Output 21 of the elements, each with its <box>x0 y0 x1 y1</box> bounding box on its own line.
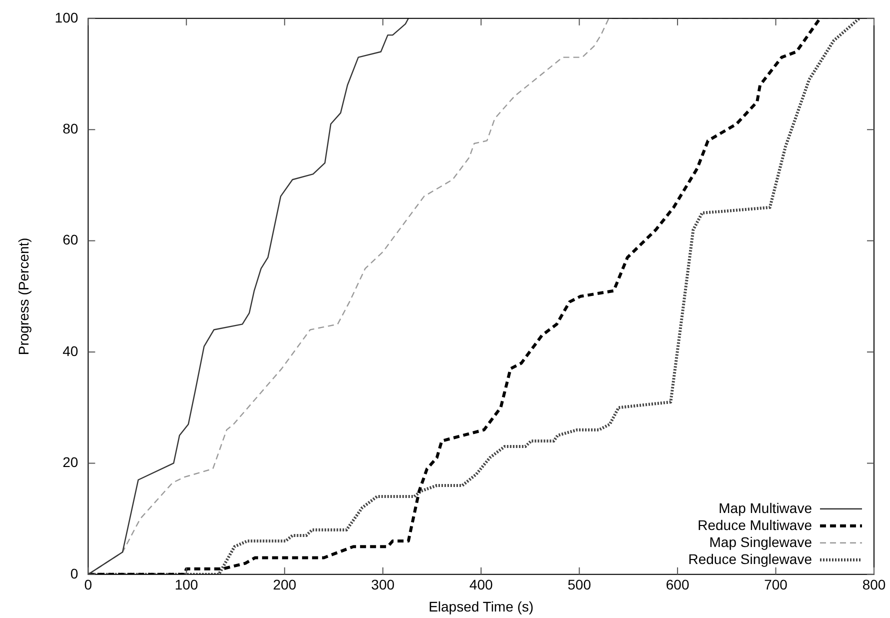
y-tick-label: 100 <box>54 9 78 26</box>
y-tick-label: 0 <box>70 565 78 582</box>
x-tick-label: 100 <box>174 576 198 593</box>
x-tick-label: 600 <box>666 576 690 593</box>
x-tick-label: 500 <box>568 576 592 593</box>
x-tick-label: 400 <box>469 576 493 593</box>
x-tick-label: 300 <box>371 576 395 593</box>
x-axis-title: Elapsed Time (s) <box>428 598 534 614</box>
legend-label: Reduce Singlewave <box>688 550 812 567</box>
legend-label: Reduce Multiwave <box>698 516 812 533</box>
y-tick-label: 40 <box>62 342 78 359</box>
x-tick-label: 800 <box>862 576 886 593</box>
y-tick-label: 20 <box>62 454 78 470</box>
x-tick-label: 700 <box>764 576 788 593</box>
legend-label: Map Singlewave <box>709 534 812 550</box>
legend-label: Map Multiwave <box>718 500 812 516</box>
y-tick-label: 60 <box>62 232 78 248</box>
x-tick-label: 200 <box>272 576 297 593</box>
y-tick-label: 80 <box>62 120 78 136</box>
y-axis-title: Progress (Percent) <box>15 238 32 356</box>
x-tick-label: 0 <box>84 576 92 593</box>
